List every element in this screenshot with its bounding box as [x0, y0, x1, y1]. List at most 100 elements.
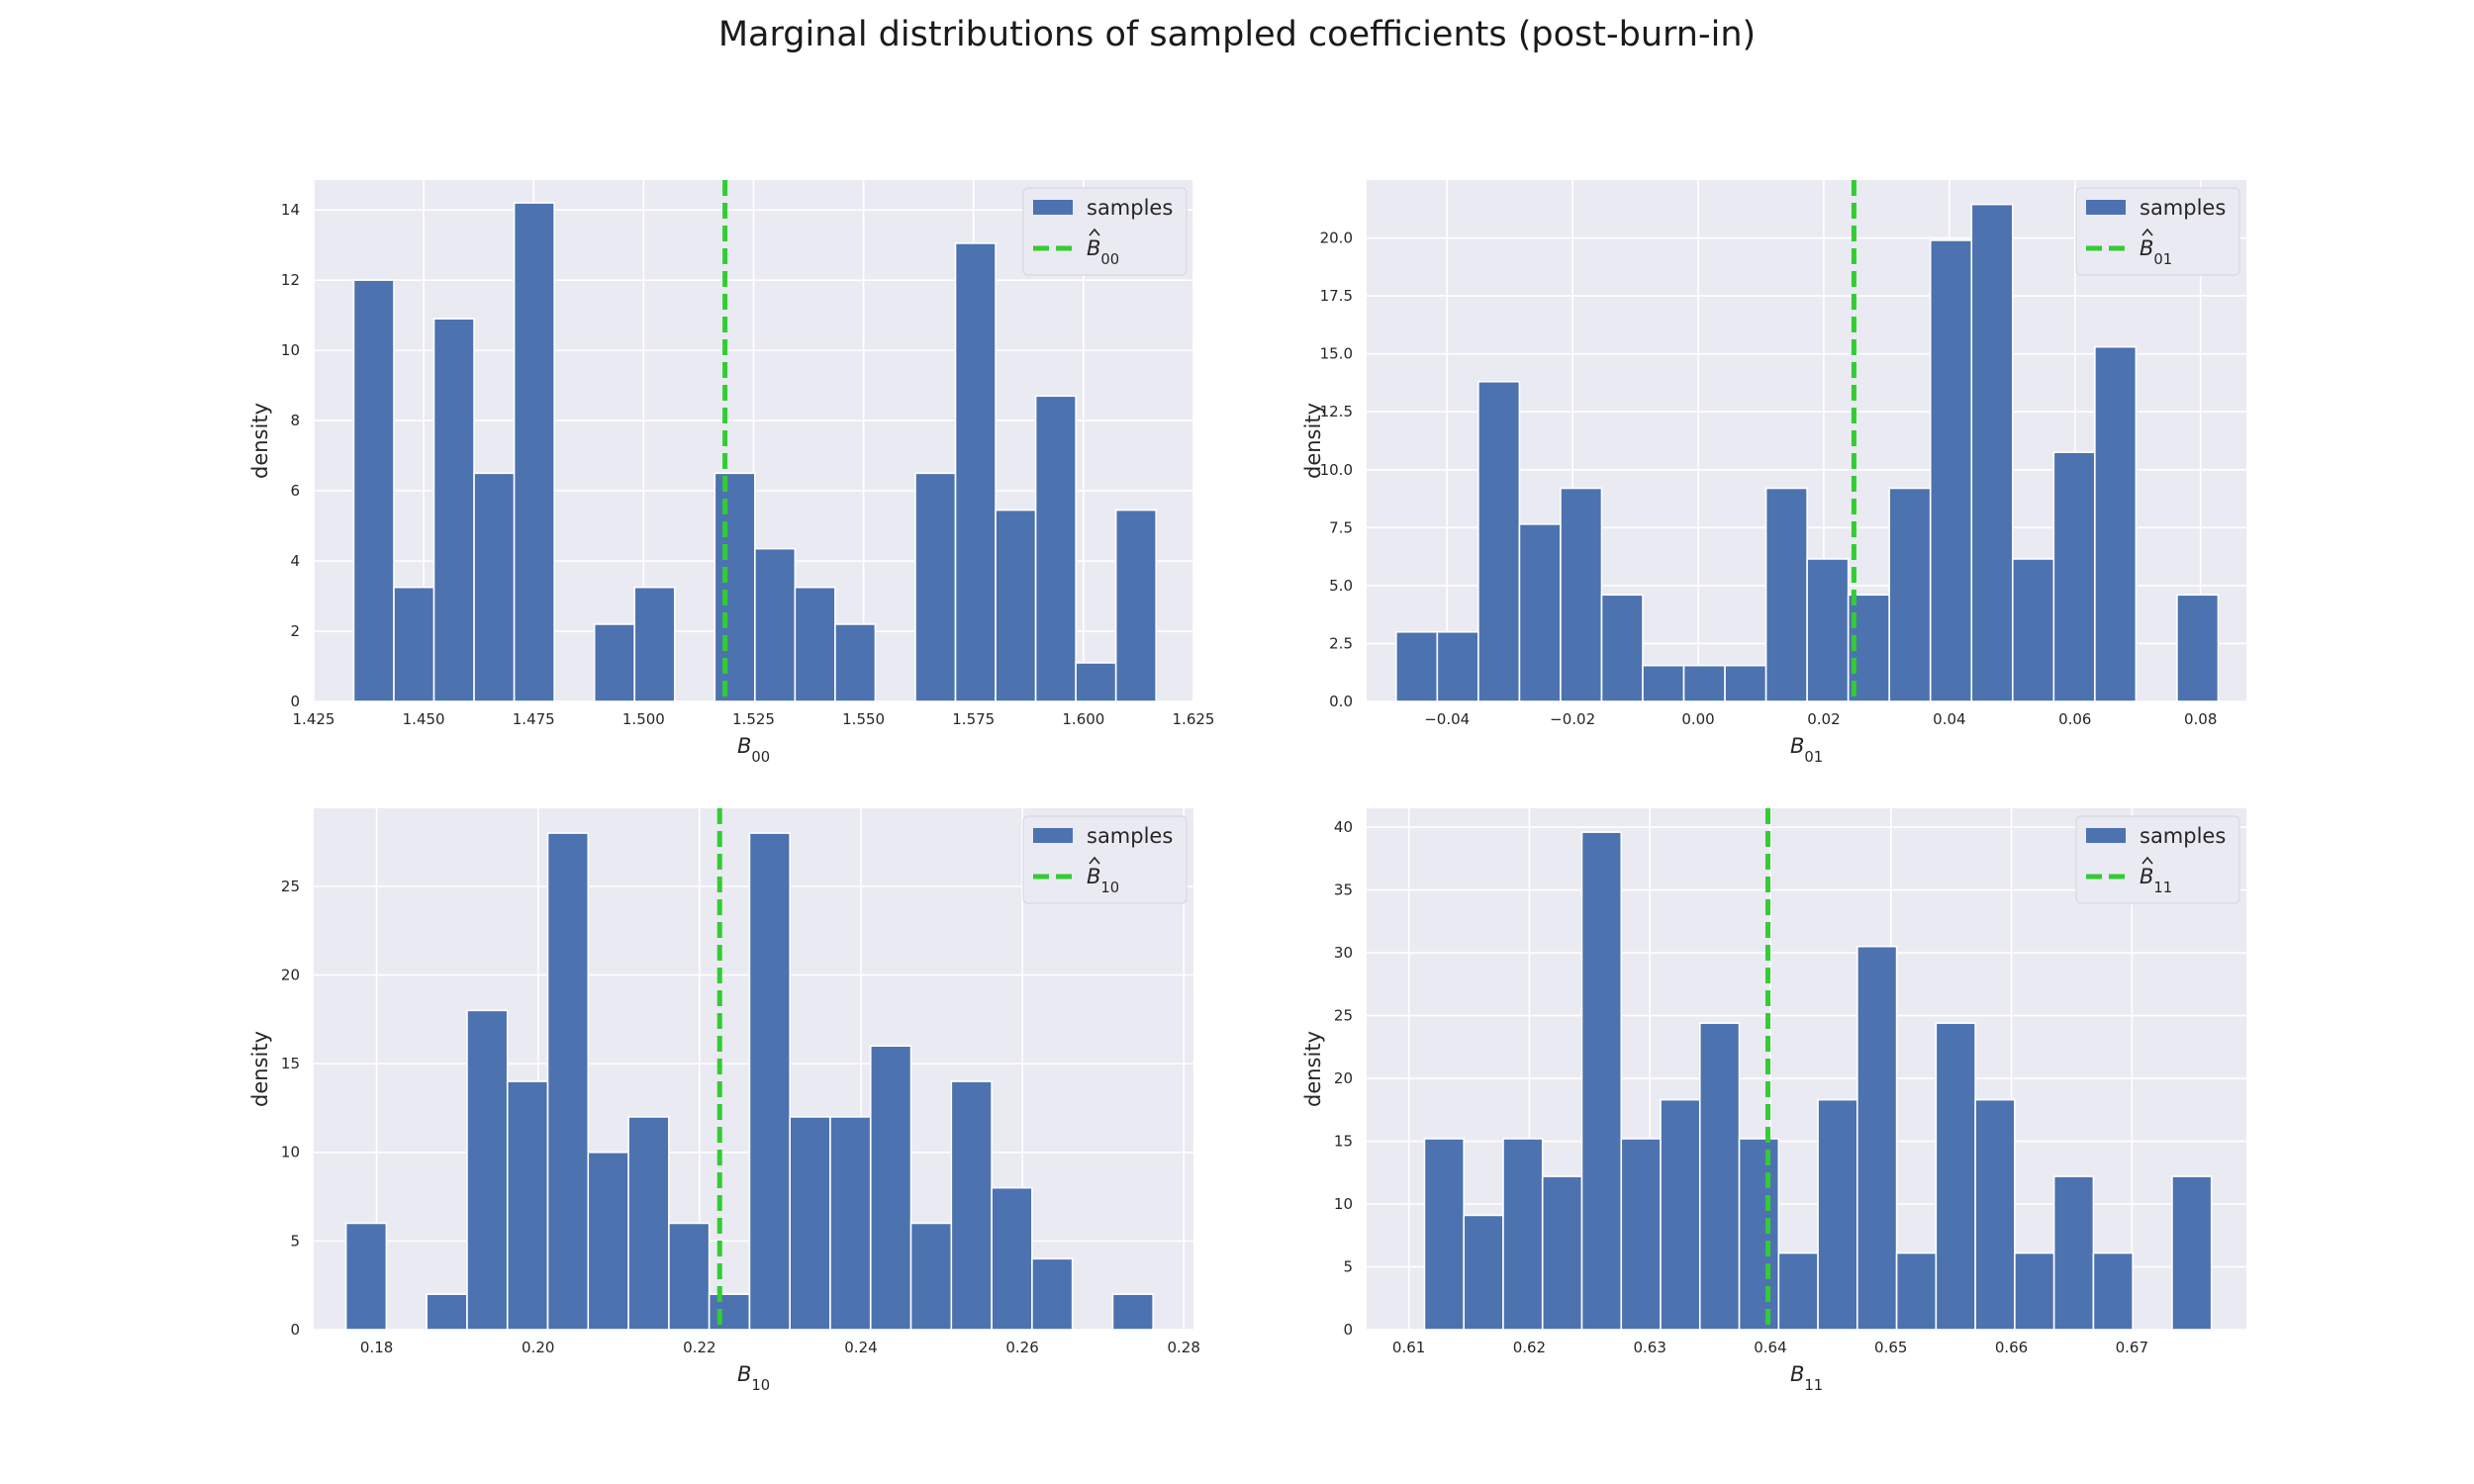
- x-tick-label: 0.08: [2184, 710, 2217, 728]
- hat-accent: [2141, 228, 2153, 236]
- histogram-bar: [1660, 1098, 1701, 1331]
- y-tick-label: 30: [1334, 944, 1353, 962]
- histogram-bar: [1620, 1138, 1662, 1331]
- histogram-bar: [1600, 594, 1644, 702]
- legend: samples B01: [2075, 187, 2240, 276]
- x-tick-label: 0.26: [1005, 1339, 1038, 1356]
- y-tick-label: 12.5: [1320, 403, 1353, 420]
- y-tick-label: 17.5: [1320, 287, 1353, 305]
- x-tick-label: 0.62: [1513, 1339, 1546, 1356]
- legend-samples-label: samples: [1087, 824, 1173, 848]
- y-tick-label: 12: [281, 271, 300, 289]
- y-tick-label: 15.0: [1320, 345, 1353, 363]
- histogram-bar: [1541, 1175, 1583, 1331]
- panel-b01: −0.04 −0.02 0.00 0.02 0.04 0.06 0.08 0.0 2.5 5.0 7…: [1301, 180, 2246, 766]
- hat-accent: [1089, 228, 1100, 236]
- x-tick-label: 0.24: [844, 1339, 877, 1356]
- x-tick-label: 0.28: [1168, 1339, 1200, 1356]
- histogram-bar: [950, 1080, 993, 1331]
- histogram-bar: [627, 1116, 670, 1331]
- legend-estimate-label-symbol: B: [2140, 865, 2153, 888]
- x-tick-label: 1.450: [403, 710, 445, 728]
- legend-estimate-label-symbol: B: [1087, 236, 1100, 260]
- legend: samples B11: [2075, 815, 2240, 904]
- x-axis-label-symbol: B: [1790, 1362, 1804, 1386]
- histogram-bar: [1580, 831, 1623, 1331]
- x-tick-label: 0.22: [683, 1339, 715, 1356]
- histogram-bar: [1477, 380, 1521, 702]
- histogram-bar: [1806, 558, 1850, 702]
- legend: samples B10: [1022, 815, 1188, 904]
- histogram-bar: [1698, 1022, 1741, 1331]
- histogram-bar: [352, 279, 395, 702]
- histogram-bar: [473, 472, 516, 702]
- y-tick-label: 4: [290, 552, 300, 570]
- x-axis-label: B00: [737, 734, 770, 766]
- histogram-bar: [2092, 1252, 2134, 1331]
- legend-samples-swatch: [1033, 200, 1073, 215]
- histogram-bar: [587, 1151, 629, 1331]
- legend-samples-swatch: [2086, 828, 2126, 843]
- histogram-bar: [991, 1186, 1033, 1331]
- legend-estimate-label: B10: [1087, 865, 1119, 896]
- histogram-bar: [426, 1293, 468, 1331]
- histogram-bar: [2094, 345, 2138, 702]
- histogram-bar: [1929, 239, 1973, 702]
- y-tick-label: 20.0: [1320, 230, 1353, 247]
- y-tick-label: 5: [290, 1232, 300, 1250]
- x-tick-label: 0.61: [1392, 1339, 1425, 1356]
- panel-b10: 0.18 0.20 0.22 0.24 0.26 0.280510152025B10den…: [248, 808, 1200, 1394]
- legend-estimate-label-subscript: 10: [1100, 880, 1119, 896]
- legend-estimate-label: B01: [2140, 236, 2172, 268]
- y-tick-label: 15: [1334, 1133, 1353, 1151]
- histogram-bar: [393, 586, 435, 702]
- legend-samples-label: samples: [2140, 824, 2226, 848]
- x-tick-label: 1.475: [513, 710, 555, 728]
- y-tick-label: 0.0: [1329, 693, 1353, 710]
- histogram-bar: [633, 586, 676, 702]
- histogram-bar: [1682, 664, 1726, 702]
- legend-samples-swatch: [1033, 828, 1073, 843]
- histogram-bar: [1777, 1252, 1819, 1331]
- y-tick-label: 20: [1334, 1069, 1353, 1087]
- y-tick-label: 10: [1334, 1195, 1353, 1213]
- histogram-bar: [914, 472, 957, 702]
- histogram-bar: [1974, 1098, 2016, 1331]
- legend-estimate-label-symbol: B: [1087, 865, 1100, 888]
- x-tick-label: 1.425: [293, 710, 335, 728]
- x-tick-label: 1.525: [732, 710, 775, 728]
- legend-estimate-label-subscript: 00: [1100, 251, 1119, 268]
- y-tick-label: 2.5: [1329, 634, 1353, 652]
- x-axis-label: B11: [1790, 1362, 1823, 1394]
- histogram-bar: [546, 832, 590, 1331]
- histogram-bar: [2011, 558, 2055, 702]
- histogram-bar: [1031, 1257, 1074, 1331]
- histogram-bar: [1436, 630, 1479, 702]
- histogram-bar: [593, 623, 636, 702]
- histogram-bar: [2052, 1175, 2095, 1331]
- x-axis-label: B10: [737, 1362, 770, 1394]
- y-tick-label: 25: [1334, 1007, 1353, 1025]
- x-tick-label: 0.00: [1681, 710, 1714, 728]
- x-tick-label: 1.550: [842, 710, 885, 728]
- x-axis-label-subscript: 10: [751, 1377, 770, 1394]
- hat-accent: [1089, 856, 1100, 865]
- y-tick-label: 2: [290, 622, 300, 640]
- legend-samples-label: samples: [1087, 196, 1173, 220]
- histogram-bar: [754, 547, 797, 702]
- y-tick-label: 6: [290, 482, 300, 500]
- y-tick-label: 14: [281, 201, 300, 219]
- histogram-bar: [708, 1293, 751, 1331]
- histogram-bar: [1395, 630, 1439, 702]
- histogram-bar: [1817, 1098, 1858, 1331]
- histogram-bar: [834, 623, 877, 702]
- histogram-bar: [2171, 1175, 2213, 1331]
- x-axis-label: B01: [1790, 734, 1823, 766]
- hat-accent: [2141, 856, 2153, 865]
- x-tick-label: 1.625: [1173, 710, 1215, 728]
- y-tick-label: 0: [1343, 1321, 1353, 1339]
- histogram-bar: [2014, 1252, 2055, 1331]
- y-tick-label: 8: [290, 412, 300, 429]
- x-tick-label: 0.63: [1633, 1339, 1665, 1356]
